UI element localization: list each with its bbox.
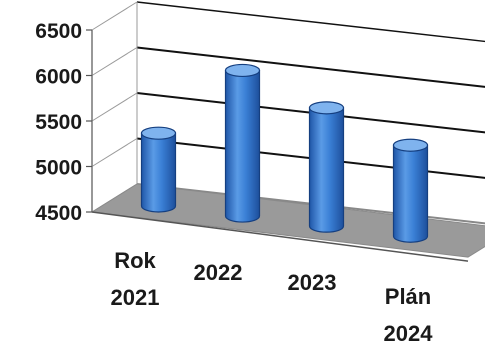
y-tick-label: 5000 <box>35 157 82 180</box>
gridline-connector <box>91 92 138 122</box>
x-tick-label: 2024 <box>384 321 434 346</box>
y-axis-tick-labels: 6500 6000 5500 5000 4500 <box>35 20 92 225</box>
bar <box>224 63 261 223</box>
x-tick-label: Plán <box>385 284 431 309</box>
gridline-connector <box>91 138 138 167</box>
x-tick-label: 2021 <box>111 285 160 310</box>
y-tick-label: 5500 <box>35 111 82 134</box>
gridline <box>136 46 485 88</box>
bar-top <box>308 101 345 115</box>
bar-body <box>140 132 177 213</box>
y-tick-label: 4500 <box>35 202 82 225</box>
bar-body <box>392 144 429 243</box>
bars <box>140 63 429 243</box>
y-tick-label: 6000 <box>35 66 82 89</box>
bar <box>140 126 177 213</box>
gridline-connector <box>91 1 138 31</box>
bar-top <box>140 126 177 140</box>
chart-floor <box>90 183 485 258</box>
x-tick-label: 2022 <box>194 260 243 285</box>
x-tick-label: 2023 <box>288 270 337 295</box>
x-tick-label: Rok <box>114 248 156 273</box>
bar-top <box>224 63 261 78</box>
y-tick-label: 6500 <box>35 20 82 43</box>
bar <box>392 138 429 243</box>
gridline-connector <box>91 47 138 76</box>
x-axis-tick-labels: Rok 2021 2022 2023 Plán 2024 <box>111 248 434 346</box>
bar <box>308 101 345 233</box>
x-axis-line <box>91 211 469 262</box>
bar-top <box>392 138 429 152</box>
bar-body <box>308 107 345 233</box>
gridline <box>136 1 485 43</box>
bar-body <box>224 69 261 223</box>
